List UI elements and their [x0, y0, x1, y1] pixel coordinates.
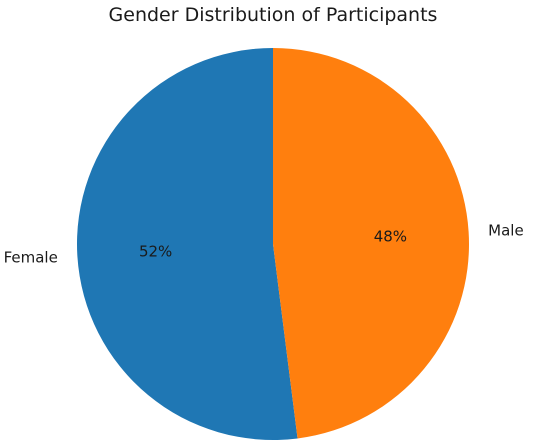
pie-slice-female	[77, 48, 298, 440]
pie-slices	[77, 48, 470, 440]
pie-category-label: Female	[4, 249, 58, 267]
pie-labels: 52% Female 48% Male	[4, 221, 524, 266]
chart-title: Gender Distribution of Participants	[109, 4, 438, 26]
pie-slice-male	[273, 48, 470, 439]
pie-percent-label: 52%	[139, 242, 172, 260]
pie-percent-label: 48%	[374, 228, 407, 246]
pie-category-label: Male	[488, 221, 524, 239]
